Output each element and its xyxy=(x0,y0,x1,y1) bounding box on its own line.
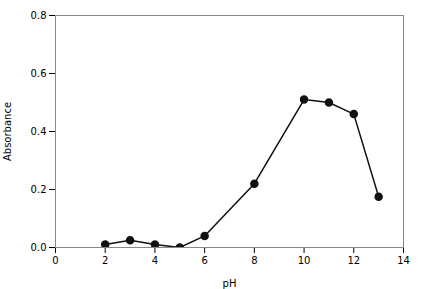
svg-text:pH: pH xyxy=(223,278,237,289)
svg-text:0.8: 0.8 xyxy=(31,10,47,21)
svg-text:8: 8 xyxy=(251,255,257,266)
svg-text:0.2: 0.2 xyxy=(31,184,47,195)
svg-text:0.4: 0.4 xyxy=(31,126,47,137)
svg-text:Absorbance: Absorbance xyxy=(2,102,13,161)
svg-text:0: 0 xyxy=(52,255,58,266)
svg-text:6: 6 xyxy=(201,255,207,266)
svg-text:10: 10 xyxy=(298,255,311,266)
svg-text:0.0: 0.0 xyxy=(31,242,47,253)
svg-text:0.6: 0.6 xyxy=(31,68,47,79)
svg-text:4: 4 xyxy=(152,255,158,266)
svg-text:12: 12 xyxy=(347,255,360,266)
svg-text:2: 2 xyxy=(102,255,108,266)
svg-text:14: 14 xyxy=(397,255,410,266)
